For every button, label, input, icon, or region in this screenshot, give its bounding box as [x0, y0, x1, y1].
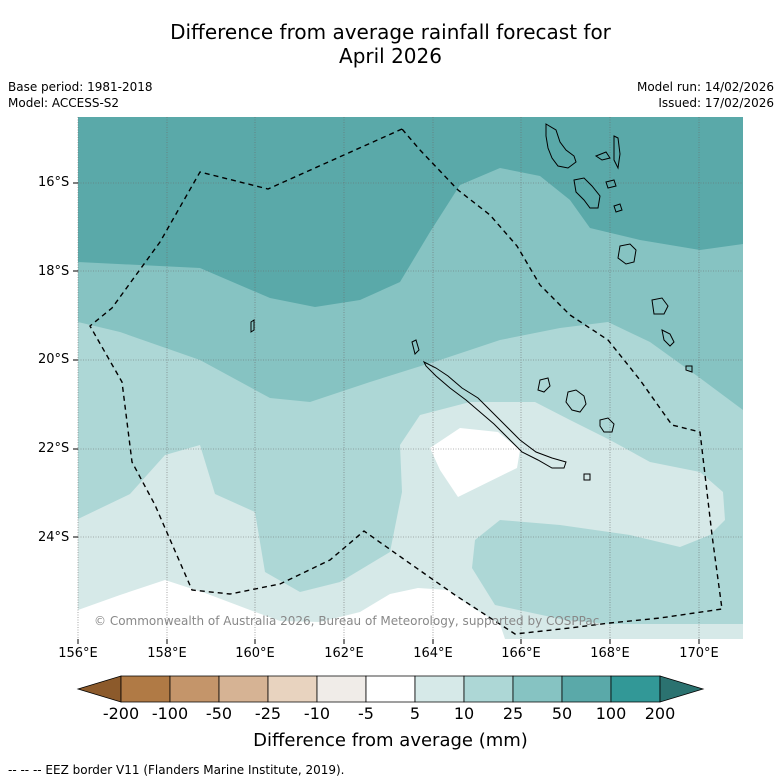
- model-name: Model: ACCESS-S2: [8, 96, 120, 110]
- eez-legend-note: -- -- -- EEZ border V11 (Flanders Marine…: [8, 763, 345, 777]
- rainfall-anomaly-field: [78, 117, 743, 639]
- colorbar-segment: [120, 675, 171, 703]
- belep-islands: [411, 339, 420, 355]
- loyalty-island-lifou: [565, 389, 587, 413]
- colorbar-segment: [561, 675, 612, 703]
- lat-label-18s: 18°S: [38, 264, 70, 279]
- cb-tick: -100: [151, 704, 189, 723]
- colorbar-segment: [316, 675, 367, 703]
- colorbar-segment: [463, 675, 514, 703]
- issued-date: Issued: 17/02/2026: [658, 96, 774, 110]
- model-run: Model run: 14/02/2026: [636, 80, 774, 94]
- contour-5mm-north: [430, 428, 520, 497]
- colorbar-segment: [610, 675, 661, 703]
- malekula-coast: [573, 177, 601, 209]
- cb-tick: -10: [303, 704, 331, 723]
- lon-label-158e: 158°E: [147, 646, 187, 661]
- lon-label-168e: 168°E: [590, 646, 630, 661]
- cb-tick: 100: [595, 704, 627, 723]
- colorbar-segment: [218, 675, 269, 703]
- colorbar: [76, 675, 705, 703]
- colorbar-segment: [414, 675, 465, 703]
- base-period: Base period: 1981-2018: [8, 80, 153, 94]
- colorbar-segment: [267, 675, 318, 703]
- isle-of-pines: [583, 473, 591, 481]
- contour-10mm: [78, 402, 743, 639]
- contour-5mm-south: [78, 580, 505, 639]
- espiritu-santo-coast: [545, 123, 577, 169]
- cb-tick: 50: [551, 704, 573, 723]
- lat-label-24s: 24°S: [38, 530, 70, 545]
- chesterfield-islands: [250, 319, 255, 333]
- lat-label-22s: 22°S: [38, 441, 70, 456]
- lon-label-164e: 164°E: [413, 646, 453, 661]
- erromango-coast: [651, 297, 669, 315]
- cb-tick: -50: [205, 704, 233, 723]
- cb-tick: -5: [358, 704, 374, 723]
- lon-label-162e: 162°E: [324, 646, 364, 661]
- colorbar-segment: [365, 675, 416, 703]
- lat-label-20s: 20°S: [38, 352, 70, 367]
- loyalty-island-ouvea: [537, 377, 551, 393]
- ambrym-coast: [605, 179, 617, 189]
- ambae-coast: [594, 151, 611, 161]
- coastlines: [250, 123, 693, 481]
- axis-ticks: [73, 182, 700, 644]
- title-line-2: April 2026: [339, 44, 442, 68]
- cb-tick: -200: [102, 704, 140, 723]
- title-line-1: Difference from average rainfall forecas…: [170, 20, 611, 44]
- lon-label-156e: 156°E: [58, 646, 98, 661]
- colorbar-arrow-low: [76, 675, 122, 703]
- colorbar-segment: [512, 675, 563, 703]
- tanna-coast: [661, 329, 675, 347]
- cb-tick: 5: [409, 704, 421, 723]
- aneityum-coast: [685, 365, 693, 373]
- colorbar-arrow-high: [659, 675, 705, 703]
- lon-label-160e: 160°E: [235, 646, 275, 661]
- colorbar-label: Difference from average (mm): [253, 730, 528, 751]
- loyalty-island-mare: [599, 417, 615, 433]
- epi-coast: [613, 203, 623, 213]
- graticule: [77, 117, 743, 639]
- pentecost-coast: [613, 135, 621, 170]
- cb-tick: 10: [453, 704, 475, 723]
- eez-border: [89, 128, 723, 635]
- new-caledonia-coast: [422, 360, 567, 469]
- copyright-notice: © Commonwealth of Australia 2026, Bureau…: [94, 614, 600, 628]
- colorbar-segment: [169, 675, 220, 703]
- cb-tick: -25: [254, 704, 282, 723]
- lat-label-16s: 16°S: [38, 175, 70, 190]
- lon-label-166e: 166°E: [501, 646, 541, 661]
- cb-tick: 200: [644, 704, 676, 723]
- efate-coast: [617, 243, 637, 265]
- cb-tick: 25: [502, 704, 524, 723]
- lon-label-170e: 170°E: [679, 646, 719, 661]
